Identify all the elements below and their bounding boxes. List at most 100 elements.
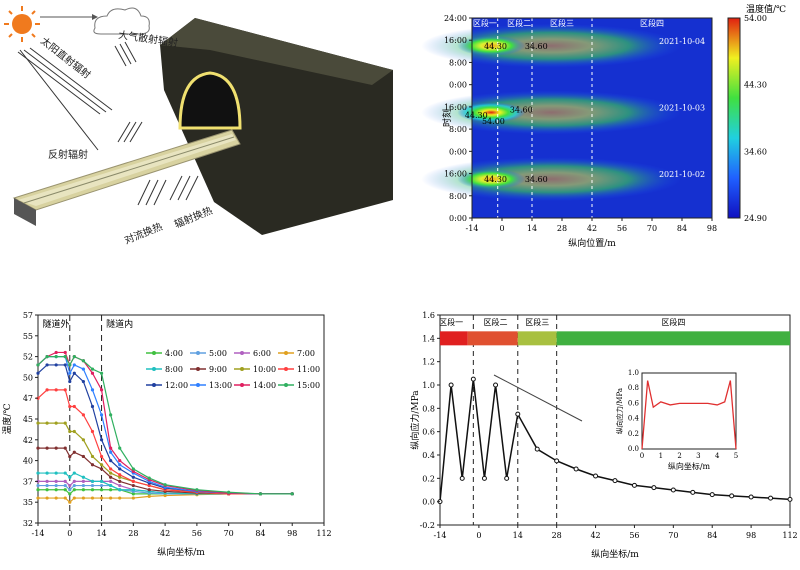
series-point (195, 488, 199, 492)
heatmap-y-tick: 16:00 (444, 103, 467, 112)
line-y-tick: 37 (23, 477, 33, 486)
line-y-tick: 50 (23, 373, 33, 382)
series-point (131, 469, 135, 474)
series-point (45, 496, 49, 500)
series-point (63, 363, 67, 367)
heatmap-x-tick: 70 (647, 224, 657, 233)
line-x-tick: 0 (67, 529, 72, 538)
stress-x-tick: 98 (746, 531, 756, 540)
series-point (68, 429, 72, 434)
series-point (68, 404, 72, 409)
series-point (90, 429, 95, 434)
series-point (72, 404, 76, 409)
series-point (68, 475, 72, 479)
series-point (163, 483, 167, 487)
series-point (147, 488, 151, 492)
stress-x-tick: 112 (782, 531, 797, 540)
heatmap-x-tick: 84 (677, 224, 687, 233)
temperature-heatmap: 区段一 区段二 区段三 区段四 44.30 34.60 34.60 44.30 54.00 44… (410, 0, 800, 260)
series-point (54, 350, 58, 355)
series-point (118, 479, 122, 483)
heatmap-hotspot-2 (457, 169, 526, 190)
series-point (99, 483, 104, 488)
series-point (54, 496, 58, 500)
series-point (68, 492, 72, 496)
inset-y-label: 纵向应力/MPa (615, 388, 624, 434)
stress-point (534, 446, 540, 452)
heatmap-x-tick: 14 (527, 224, 537, 233)
stress-x-tick: 14 (513, 531, 523, 540)
series-point (81, 367, 85, 371)
series-point (99, 454, 104, 459)
series-point (63, 350, 67, 355)
series-point (81, 454, 85, 459)
stress-chart-svg: 区段一 区段二 区段三 区段四 -14 0 14 28 42 56 70 84 98 112 -0.20… (409, 311, 798, 560)
direct-radiation-label: 太阳直射辐射 (38, 34, 93, 81)
colorbar-title: 温度值/℃ (746, 3, 786, 15)
series-point (72, 371, 76, 375)
colorbar-tick: 34.60 (744, 147, 767, 156)
stress-point (554, 458, 560, 464)
series-point (68, 483, 72, 488)
legend-label: 8:00 (165, 365, 183, 374)
series-point (81, 379, 85, 384)
series-point (99, 463, 104, 467)
heatmap-region-label-3: 区段四 (640, 18, 664, 28)
series-point (90, 454, 95, 459)
series-point (81, 488, 85, 492)
line-x-tick: 14 (96, 529, 106, 538)
contour-label-4: 54.00 (482, 117, 505, 126)
series-point (90, 463, 95, 467)
stress-point (631, 482, 637, 488)
line-y-label: 温度/℃ (1, 403, 13, 434)
legend-label: 15:00 (297, 381, 320, 390)
temperature-line-chart: 隧道外 隧道内 4:00 5:00 6:00 7:00 8:00 9:00 10:00 11:0… (0, 305, 340, 566)
inset-x-tick: 0 (640, 452, 644, 460)
inset-x-tick: 4 (715, 452, 720, 460)
series-point (54, 421, 58, 425)
series-point (109, 413, 113, 417)
heatmap-band-0 (421, 23, 682, 68)
stress-point (448, 382, 454, 388)
heatmap-x-tick: 42 (587, 224, 597, 233)
series-point (54, 355, 58, 359)
series-point (118, 475, 122, 479)
series-point (163, 493, 167, 498)
series-point (68, 379, 72, 384)
heatmap-band-1 (421, 90, 682, 135)
series-point (45, 479, 49, 483)
series-point (81, 496, 85, 500)
heatmap-region-label-2: 区段三 (550, 18, 574, 28)
inset-y-tick: 0.4 (628, 415, 640, 423)
series-point (290, 492, 294, 496)
line-y-tick: 45 (23, 415, 33, 424)
heatmap-y-tick: 16:00 (444, 36, 467, 45)
heatmap-hotspot-1 (457, 102, 526, 123)
heatmap-hotspots (421, 23, 682, 202)
heatmap-region-label-1: 区段二 (507, 18, 531, 28)
stress-point (729, 493, 735, 499)
heatmap-y-tick: 24:00 (444, 14, 467, 23)
series-point (54, 471, 58, 475)
stress-region-label-1: 区段二 (484, 317, 508, 327)
inset-y-tick: 1.0 (628, 369, 639, 377)
stress-region-label-0: 区段一 (439, 317, 463, 327)
stress-y-tick: 0.8 (422, 404, 435, 413)
stress-y-tick: 1.6 (422, 311, 435, 320)
series-point (118, 446, 122, 450)
colorbar-tick: 54.00 (744, 14, 767, 23)
legend-label: 14:00 (253, 381, 276, 390)
series-point (68, 454, 72, 459)
series-point (131, 488, 135, 492)
stress-x-tick: 0 (476, 531, 481, 540)
series-point (72, 429, 76, 434)
series-point (45, 421, 49, 425)
date-label-0: 2021-10-04 (659, 37, 705, 46)
heatmap-y-tick: 16:00 (444, 170, 467, 179)
series-point (36, 483, 40, 488)
stress-point (573, 466, 579, 472)
series-point (118, 483, 122, 488)
series-point (118, 459, 122, 463)
series-point (36, 363, 40, 367)
series-point (72, 450, 76, 454)
